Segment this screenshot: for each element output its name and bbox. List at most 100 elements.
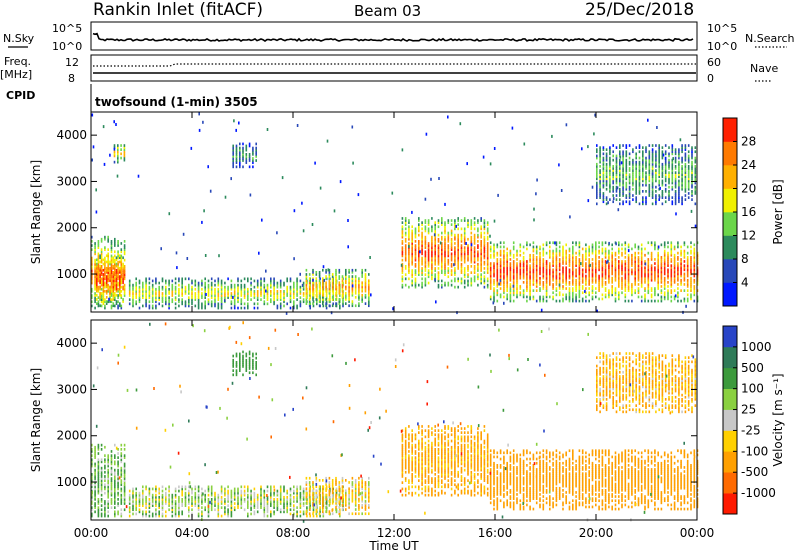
heatmap-cell [463,227,466,231]
heatmap-cell [97,481,100,484]
heatmap-cell [483,242,486,245]
heatmap-cell [687,181,690,185]
heatmap-cell [105,266,108,270]
heatmap-cell [100,260,103,264]
heatmap-cell [667,241,669,245]
heatmap-cell [605,183,608,187]
heatmap-cell [132,290,134,293]
heatmap-cell [434,229,436,233]
heatmap-cell [117,252,119,256]
heatmap-cell [486,248,489,251]
heatmap-cell [279,285,282,289]
heatmap-cell [632,177,634,181]
heatmap-cell [335,283,337,287]
heatmap-cell [161,508,164,512]
heatmap-cell [693,278,696,282]
heatmap-cell [358,285,360,289]
heatmap-cell [604,289,607,292]
heatmap-cell [427,229,430,233]
heatmap-cell [529,253,531,257]
heatmap-cell [120,481,123,484]
heatmap-cell [655,162,657,166]
heatmap-cell [624,251,627,255]
heatmap-cell [522,262,525,265]
heatmap-cell [120,265,123,268]
heatmap-cell [486,221,489,224]
heatmap-cell [477,219,479,222]
heatmap-cell [322,298,324,301]
heatmap-cell [115,285,118,289]
heatmap-cell [168,302,170,306]
heatmap-cell [408,242,410,245]
heatmap-cell [421,285,423,289]
heatmap-cell [122,281,124,285]
heatmap-cell [671,187,674,191]
heatmap-cell [418,267,420,270]
heatmap-cell [197,508,200,512]
heatmap-cell [648,165,651,168]
heatmap-cell [425,132,428,136]
heatmap-cell [335,273,337,276]
heatmap-cell [549,264,551,267]
heatmap-cell [220,306,223,310]
heatmap-cell [624,281,627,284]
heatmap-cell [151,300,154,304]
heatmap-cell [677,262,679,265]
heatmap-cell [116,174,119,178]
heatmap-cell [404,273,407,276]
heatmap-cell [512,247,515,251]
heatmap-cell [100,487,103,491]
heatmap-cell [135,491,137,495]
heatmap-cell [585,266,587,270]
heatmap-cell [509,289,512,292]
heatmap-cell [293,302,295,306]
heatmap-cell [255,142,257,146]
heatmap-cell [404,283,407,287]
heatmap-cell [408,219,410,222]
heatmap-cell [609,150,611,154]
heatmap-cell [667,274,669,278]
heatmap-cell [431,227,433,231]
heatmap-cell [499,241,502,245]
heatmap-cell [539,245,541,249]
heatmap-cell [470,231,473,235]
heatmap-cell [145,298,147,301]
heatmap-cell [100,489,103,493]
heatmap-cell [110,470,113,474]
heatmap-cell [658,171,660,174]
heatmap-cell [678,160,680,164]
heatmap-cell [655,194,657,197]
heatmap-cell [95,210,98,214]
heatmap-cell [463,248,466,251]
heatmap-cell [120,273,123,276]
heatmap-cell [104,260,106,264]
heatmap-cell [230,177,232,181]
heatmap-cell [97,267,100,270]
heatmap-cell [677,258,679,261]
heatmap-cell [105,275,108,278]
heatmap-cell [493,256,495,259]
heatmap-cell [128,298,131,301]
heatmap-cell [345,271,347,274]
heatmap-cell [687,154,690,158]
heatmap-cell [555,249,558,253]
heatmap-cell [411,252,413,256]
heatmap-cell [605,202,608,206]
heatmap-cell [457,260,459,264]
heatmap-cell [624,241,627,245]
heatmap-cell [608,289,610,292]
heatmap-cell [408,225,410,229]
heatmap-cell [178,495,180,499]
heatmap-cell [201,296,203,299]
heatmap-cell [135,487,137,491]
heatmap-cell [207,500,210,503]
heatmap-cell [522,293,525,297]
heatmap-cell [627,299,630,303]
heatmap-cell [217,512,220,516]
heatmap-cell [555,281,558,284]
heatmap-cell [424,197,427,201]
heatmap-cell [104,458,106,462]
heatmap-cell [184,504,187,507]
heatmap-cell [364,283,367,287]
